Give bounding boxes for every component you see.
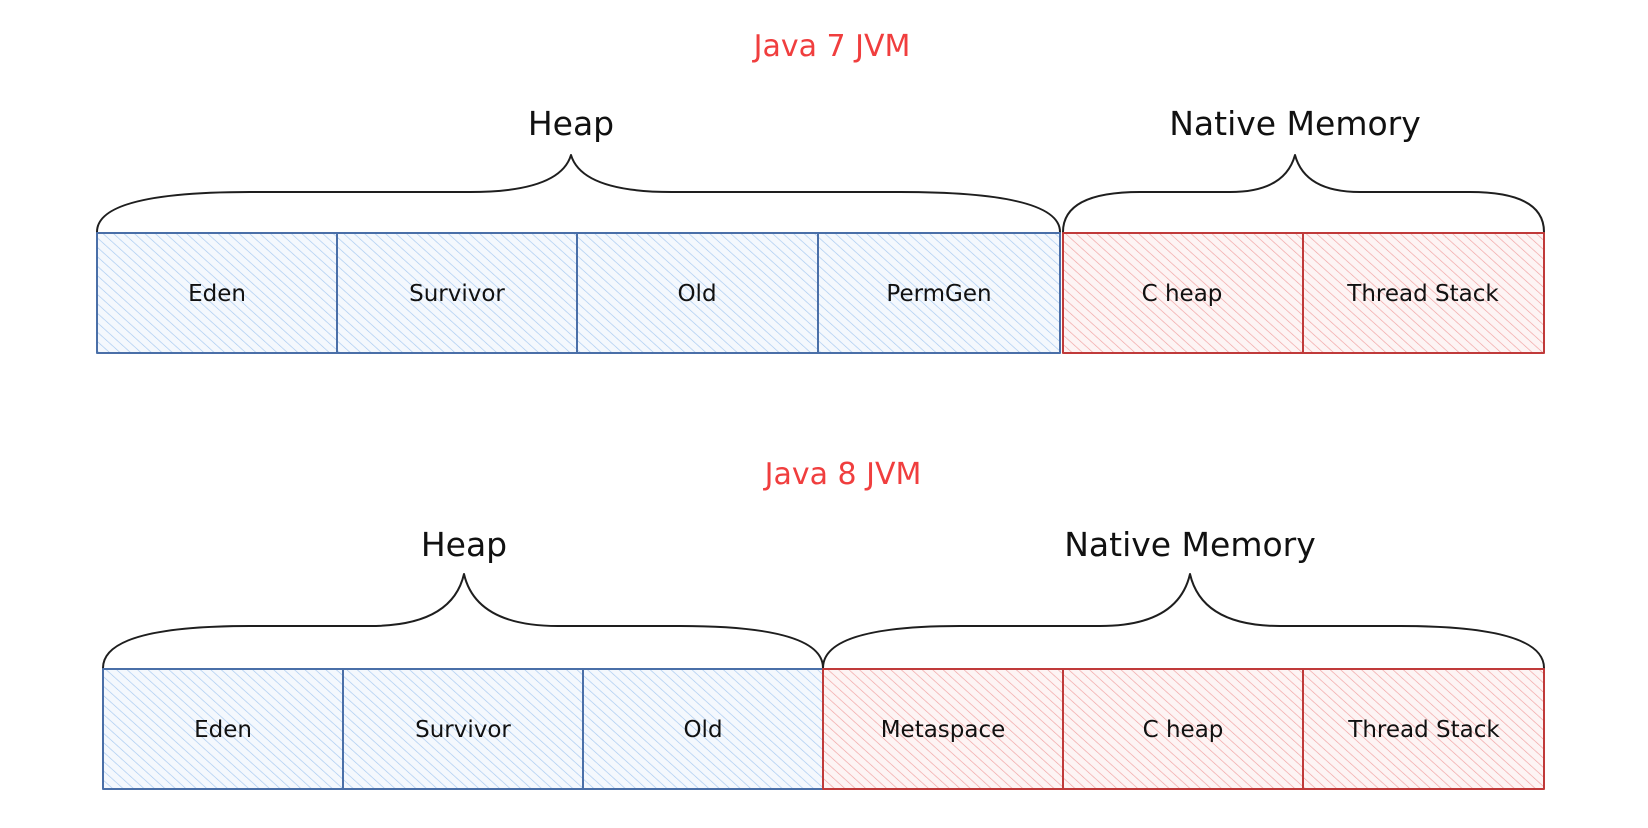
java8-native-label: Native Memory — [1064, 525, 1316, 564]
java8-native-brace — [822, 573, 1545, 669]
java7-cell-c-heap — [1062, 232, 1304, 354]
java7-native-label: Native Memory — [1169, 104, 1421, 143]
java7-native-brace — [1062, 154, 1545, 233]
java7-cell-old — [576, 232, 819, 354]
java7-heap-cells: Eden Survivor Old PermGen — [96, 232, 1061, 354]
java7-cell-c-heap-label: C heap — [1142, 281, 1223, 307]
java7-title: Java 7 JVM — [752, 29, 911, 64]
java8-section: Java 8 JVM Heap Native Memory Eden Survi… — [102, 457, 1545, 790]
java7-cell-eden-label: Eden — [188, 281, 246, 307]
java7-cell-old-label: Old — [677, 281, 716, 307]
java8-native-cells: Metaspace C heap Thread Stack — [822, 668, 1545, 790]
java8-heap-label: Heap — [421, 525, 507, 564]
java7-native-cells: C heap Thread Stack — [1062, 232, 1545, 354]
java7-cell-eden — [96, 232, 338, 354]
java8-cell-c-heap-label: C heap — [1143, 717, 1224, 743]
java8-cell-survivor-label: Survivor — [415, 717, 511, 743]
java7-section: Java 7 JVM Heap Native Memory Eden Survi… — [96, 29, 1545, 354]
java7-heap-label: Heap — [528, 104, 614, 143]
java7-heap-brace — [96, 154, 1061, 233]
java8-cell-eden — [102, 668, 344, 790]
java8-heap-brace — [102, 573, 824, 669]
java8-cell-thread-stack — [1302, 668, 1545, 790]
java7-cell-thread-stack — [1302, 232, 1545, 354]
java8-cell-eden-label: Eden — [194, 717, 252, 743]
java8-cell-old-label: Old — [683, 717, 722, 743]
java8-cell-survivor — [342, 668, 584, 790]
java8-heap-cells: Eden Survivor Old — [102, 668, 824, 790]
java8-cell-metaspace-label: Metaspace — [881, 717, 1006, 743]
java7-cell-permgen-label: PermGen — [886, 281, 991, 307]
java7-cell-thread-stack-label: Thread Stack — [1346, 281, 1499, 307]
java8-title: Java 8 JVM — [763, 457, 922, 492]
java8-cell-thread-stack-label: Thread Stack — [1347, 717, 1500, 743]
java7-cell-permgen — [817, 232, 1061, 354]
java7-cell-survivor-label: Survivor — [409, 281, 505, 307]
java7-cell-survivor — [336, 232, 578, 354]
java8-cell-metaspace — [822, 668, 1064, 790]
java8-cell-old — [582, 668, 824, 790]
